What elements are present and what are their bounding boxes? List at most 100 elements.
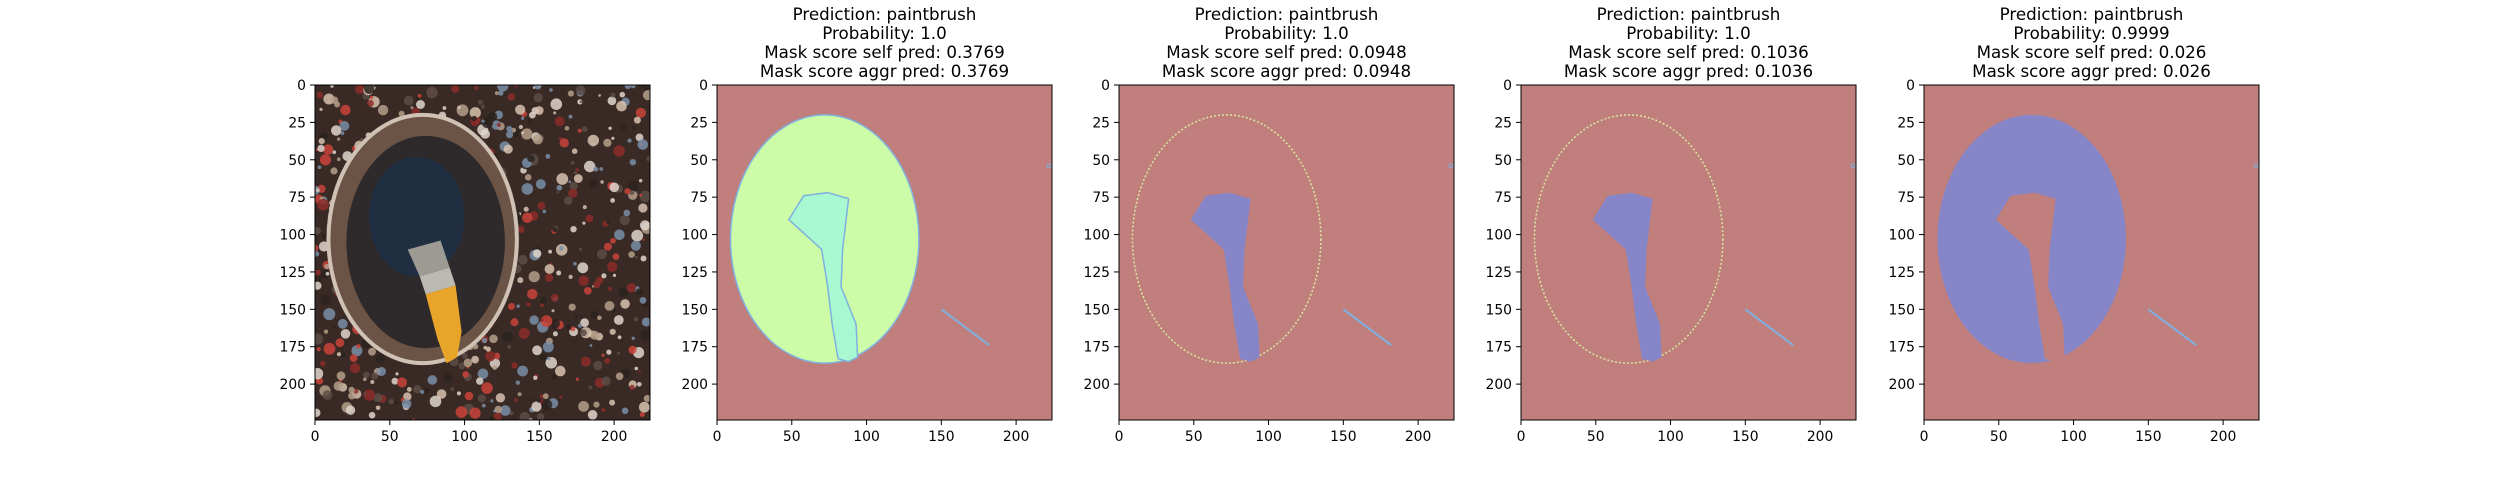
x-tick-label: 150 xyxy=(2135,429,2162,445)
y-tick-label: 125 xyxy=(1888,265,1915,281)
panel-1: 0 50 100 150 200 0 25 50 75 100 125 150 175 200 xyxy=(279,78,651,445)
y-tick-label: 25 xyxy=(1092,115,1110,131)
y-tick-label: 150 xyxy=(1485,302,1512,318)
x-tick-label: 50 xyxy=(783,429,801,445)
panel-image xyxy=(315,85,650,420)
x-tick-label: 150 xyxy=(1330,429,1357,445)
y-tick-label: 25 xyxy=(288,115,306,131)
y-tick-label: 0 xyxy=(699,78,708,94)
x-tick-label: 200 xyxy=(1807,429,1834,445)
panel-title-line: Probability: 0.9999 xyxy=(2013,23,2169,43)
x-tick-label: 100 xyxy=(2060,429,2087,445)
y-tick-label: 75 xyxy=(690,190,708,206)
y-tick-label: 75 xyxy=(1494,190,1512,206)
panel-3: 0 50 100 150 200 0 25 50 75 100 125 150 175 200 Predic… xyxy=(1083,4,1455,445)
y-tick-label: 75 xyxy=(1897,190,1915,206)
mask-ellipse-outline xyxy=(1131,114,1322,364)
mask-streak xyxy=(2147,308,2197,347)
panel-5: 0 50 100 150 200 0 25 50 75 100 125 150 175 200 Predic… xyxy=(1888,4,2260,445)
x-tick-label: 200 xyxy=(2210,429,2237,445)
x-tick-label: 0 xyxy=(311,429,320,445)
y-tick-label: 125 xyxy=(1485,265,1512,281)
mask-ellipse-outline xyxy=(1533,114,1724,364)
mask-streak xyxy=(940,308,990,347)
x-tick-label: 0 xyxy=(1517,429,1526,445)
x-tick-label: 100 xyxy=(1657,429,1684,445)
y-tick-label: 100 xyxy=(279,228,306,244)
y-tick-label: 75 xyxy=(1092,190,1110,206)
panel-title-line: Mask score self pred: 0.3769 xyxy=(764,42,1004,62)
mask-speck xyxy=(2253,163,2259,169)
axes-frame xyxy=(314,84,651,421)
y-tick-label: 175 xyxy=(279,340,306,356)
x-tick-label: 50 xyxy=(1990,429,2008,445)
y-tick-label: 25 xyxy=(690,115,708,131)
panel-title-line: Prediction: paintbrush xyxy=(1195,4,1379,24)
panel-title-line: Mask score aggr pred: 0.1036 xyxy=(1564,61,1813,81)
x-tick-label: 200 xyxy=(1405,429,1432,445)
y-tick-label: 50 xyxy=(288,153,306,169)
panel-title-line: Probability: 1.0 xyxy=(1224,23,1348,43)
panel-image xyxy=(1521,85,1856,420)
axes-frame xyxy=(1520,84,1857,421)
axes-frame xyxy=(716,84,1053,421)
y-tick-label: 25 xyxy=(1494,115,1512,131)
x-tick-label: 150 xyxy=(928,429,955,445)
panel-image xyxy=(1119,85,1454,420)
panel-title-line: Prediction: paintbrush xyxy=(1597,4,1781,24)
y-tick-label: 175 xyxy=(681,340,708,356)
x-tick-label: 50 xyxy=(1185,429,1203,445)
panel-title-line: Mask score aggr pred: 0.0948 xyxy=(1162,61,1411,81)
y-tick-label: 150 xyxy=(681,302,708,318)
y-tick-label: 25 xyxy=(1897,115,1915,131)
mask-brush xyxy=(1592,192,1662,362)
y-tick-label: 200 xyxy=(1485,377,1512,393)
axes-frame xyxy=(1923,84,2260,421)
y-tick-label: 50 xyxy=(1494,153,1512,169)
y-tick-label: 0 xyxy=(1906,78,1915,94)
panel-title-line: Mask score self pred: 0.0948 xyxy=(1166,42,1406,62)
y-tick-label: 150 xyxy=(279,302,306,318)
mask-speck xyxy=(1850,163,1856,169)
x-tick-label: 150 xyxy=(1732,429,1759,445)
panel-2: 0 50 100 150 200 0 25 50 75 100 125 150 175 200 Predic… xyxy=(681,4,1053,445)
y-tick-label: 50 xyxy=(690,153,708,169)
y-tick-label: 100 xyxy=(1083,228,1110,244)
mask-brush xyxy=(1190,192,1260,362)
panel-title-line: Probability: 1.0 xyxy=(822,23,946,43)
panel-title-line: Mask score aggr pred: 0.3769 xyxy=(760,61,1009,81)
mask-brush xyxy=(787,191,859,363)
y-tick-label: 175 xyxy=(1485,340,1512,356)
panel-title-line: Probability: 1.0 xyxy=(1626,23,1750,43)
x-tick-label: 200 xyxy=(1003,429,1030,445)
mask-streak xyxy=(1342,308,1392,347)
panel-image xyxy=(717,85,1052,420)
y-tick-label: 150 xyxy=(1083,302,1110,318)
y-tick-label: 50 xyxy=(1092,153,1110,169)
y-tick-label: 100 xyxy=(1888,228,1915,244)
mask-brush-hole xyxy=(1995,192,2065,362)
y-tick-label: 100 xyxy=(681,228,708,244)
x-tick-label: 100 xyxy=(853,429,880,445)
y-tick-label: 200 xyxy=(1083,377,1110,393)
brush-ferrule xyxy=(419,267,456,295)
y-tick-label: 200 xyxy=(1888,377,1915,393)
y-tick-label: 175 xyxy=(1083,340,1110,356)
x-tick-label: 0 xyxy=(1115,429,1124,445)
axes-frame xyxy=(1118,84,1455,421)
brush-bristles xyxy=(407,240,450,277)
brush-handle xyxy=(425,285,462,364)
y-tick-label: 0 xyxy=(1101,78,1110,94)
y-tick-label: 75 xyxy=(288,190,306,206)
y-tick-label: 50 xyxy=(1897,153,1915,169)
y-tick-label: 200 xyxy=(279,377,306,393)
panel-title-line: Mask score self pred: 0.1036 xyxy=(1568,42,1808,62)
x-tick-label: 50 xyxy=(381,429,399,445)
panel-title-line: Mask score aggr pred: 0.026 xyxy=(1972,61,2211,81)
y-tick-label: 150 xyxy=(1888,302,1915,318)
x-tick-label: 100 xyxy=(451,429,478,445)
y-tick-label: 0 xyxy=(297,78,306,94)
mask-speck xyxy=(1448,163,1454,169)
panel-4: 0 50 100 150 200 0 25 50 75 100 125 150 175 200 Predic… xyxy=(1485,4,1857,445)
